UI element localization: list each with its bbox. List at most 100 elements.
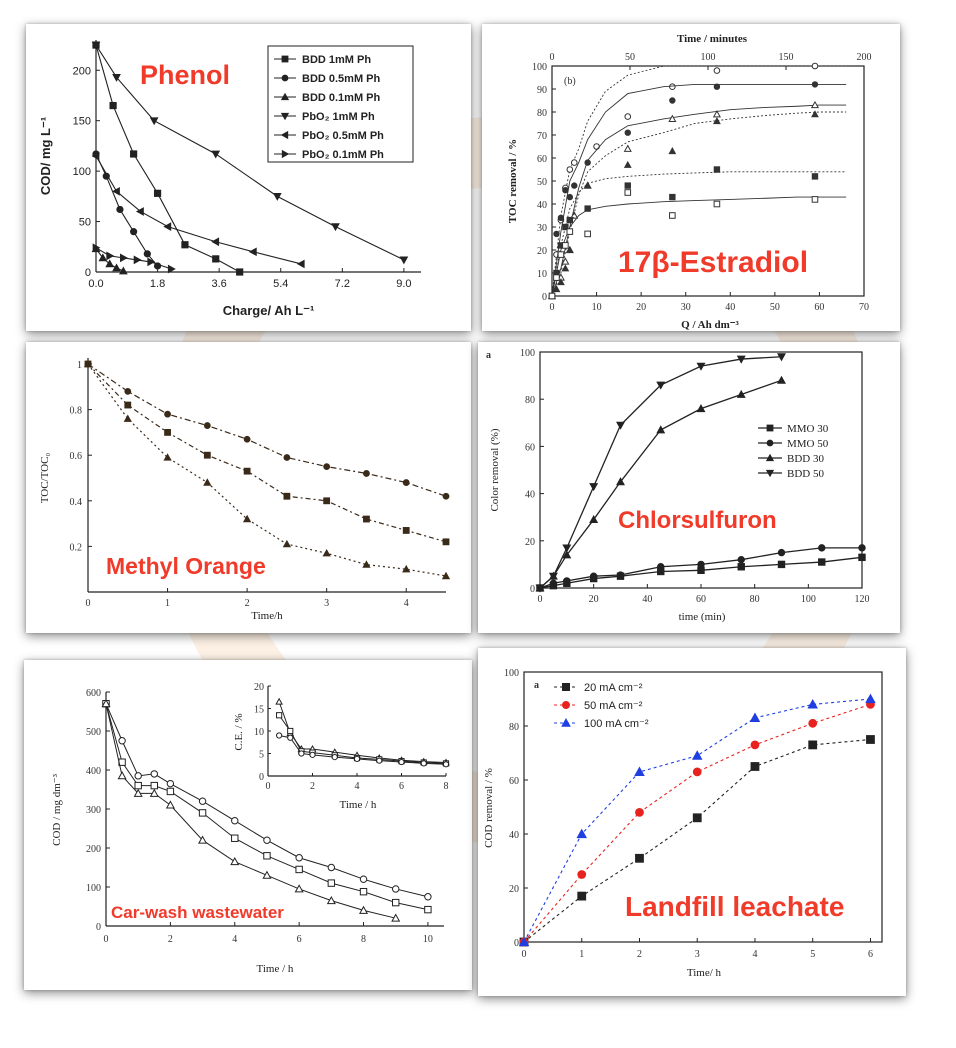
phenol-series-4-line xyxy=(95,155,302,265)
chlorsulfuron-series-2-line xyxy=(539,379,782,589)
phenol-series-1-point xyxy=(116,205,124,214)
chlorsulfuron-series-3-point xyxy=(548,572,558,581)
estradiol-series-5-point xyxy=(713,200,721,208)
carwash-series-0-point xyxy=(392,885,400,893)
estradiol-top-tick-label: 200 xyxy=(857,52,872,63)
methyl-orange-x-tick-label: 0 xyxy=(86,598,91,609)
chlorsulfuron-legend-marker xyxy=(765,453,775,462)
estradiol-top-tick-label: 50 xyxy=(625,52,635,63)
estradiol-series-3-point xyxy=(561,264,570,272)
landfill-series-2-point xyxy=(691,750,703,760)
methyl-orange-series-2-point xyxy=(163,453,172,461)
methyl-orange-series-0-point xyxy=(363,470,370,477)
landfill-series-0-point xyxy=(635,853,644,863)
phenol-series-5-point xyxy=(106,251,115,261)
chlorsulfuron-y-axis-label: Color removal (%) xyxy=(489,428,501,511)
chlorsulfuron-series-0-point xyxy=(737,563,745,571)
methyl-orange-series-0-point xyxy=(323,463,331,470)
landfill-series-1-point xyxy=(808,718,818,728)
landfill-x-tick-label: 3 xyxy=(695,949,700,960)
phenol-series-5-point xyxy=(120,253,128,263)
methyl-orange-series-1-point xyxy=(243,467,251,475)
methyl-orange-x-tick-label: 3 xyxy=(324,598,329,609)
estradiol-series-4-point xyxy=(562,223,569,231)
landfill-y-tick-label: 20 xyxy=(509,884,519,895)
estradiol-x-axis-label: Q / Ah dm⁻³ xyxy=(681,319,739,331)
phenol-series-3-point xyxy=(272,193,282,201)
chlorsulfuron-y-tick-label: 40 xyxy=(525,490,535,501)
carwash-y-axis-label: COD / mg dm⁻³ xyxy=(51,773,63,845)
phenol-legend-marker xyxy=(281,74,289,82)
estradiol-series-3-point xyxy=(552,285,561,293)
estradiol-series-0-point xyxy=(570,159,578,166)
carwash-x-tick-label: 0 xyxy=(104,934,109,945)
estradiol-y-tick-label: 30 xyxy=(537,223,547,234)
carwash-y-tick-label: 600 xyxy=(86,688,101,699)
carwash-series-1-point xyxy=(150,781,158,790)
carwash-series-2-point xyxy=(358,905,369,914)
estradiol-top-tick-label: 100 xyxy=(701,52,716,63)
estradiol-x-tick-label: 10 xyxy=(592,302,602,313)
estradiol-series-1-point xyxy=(553,230,560,238)
estradiol-x-tick-label: 60 xyxy=(814,302,824,313)
estradiol-series-0-point xyxy=(811,62,819,70)
methyl-orange-series-1-point xyxy=(402,527,410,534)
carwash-series-0-point xyxy=(263,836,271,844)
landfill-series-2-point xyxy=(807,698,818,709)
phenol-x-tick-label: 0.0 xyxy=(88,278,103,290)
chlorsulfuron-x-tick-label: 0 xyxy=(538,594,543,605)
phenol-legend-label: PbO₂ 0.5mM Ph xyxy=(302,130,384,142)
estradiol-series-1-point xyxy=(571,182,578,189)
carwash-series-0-line xyxy=(105,703,429,898)
estradiol-series-1-point xyxy=(562,186,569,194)
phenol-series-0-point xyxy=(109,101,117,110)
estradiol-series-5-point xyxy=(562,242,569,249)
estradiol-series-1-point xyxy=(713,83,721,90)
chlorsulfuron-chart: Chlorsulfuron 0 20 40 60 80 100 120 0 20 40 60 80 10… xyxy=(486,348,870,623)
carwash-inset-series-2-point xyxy=(298,750,305,757)
methyl-orange-x-axis-label: Time/h xyxy=(251,610,283,622)
landfill-series-1-point xyxy=(635,807,644,817)
phenol-legend-marker xyxy=(281,149,290,159)
chlorsulfuron-series-2-point xyxy=(736,389,746,398)
chlorsulfuron-x-axis-label: time (min) xyxy=(679,611,726,623)
carwash-series-0-point xyxy=(231,817,239,825)
chlorsulfuron-legend-label: MMO 50 xyxy=(787,438,829,450)
landfill-series-0-point xyxy=(692,813,702,823)
chlorsulfuron-series-0-point xyxy=(818,558,826,566)
estradiol-series-4-point xyxy=(584,205,591,212)
chlorsulfuron-series-1-point xyxy=(818,544,826,552)
estradiol-y-tick-label: 0 xyxy=(542,292,547,303)
landfill-series-0-point xyxy=(808,740,818,750)
chlorsulfuron-chart-panel: Chlorsulfuron 0 20 40 60 80 100 120 0 20 40 60 80 10… xyxy=(478,342,900,633)
phenol-series-0-point xyxy=(153,189,162,197)
carwash-series-0-point xyxy=(359,875,368,883)
landfill-series-2-point xyxy=(576,828,588,839)
landfill-x-tick-label: 4 xyxy=(752,949,757,960)
landfill-legend-marker xyxy=(562,683,571,692)
chlorsulfuron-series-1-point xyxy=(563,577,571,585)
carwash-inset-series-2-point xyxy=(398,758,405,766)
estradiol-series-1-point xyxy=(669,97,676,104)
carwash-series-1-point xyxy=(134,781,142,790)
estradiol-series-3-point xyxy=(623,160,632,168)
estradiol-series-1-point xyxy=(566,193,574,201)
carwash-chart: Car-wash wastewater 0 2 4 6 8 100100200300400… xyxy=(51,682,450,975)
methyl-orange-chart-label: Methyl Orange xyxy=(106,553,266,579)
estradiol-panel-tag: (b) xyxy=(564,76,576,87)
chlorsulfuron-series-2-point xyxy=(616,477,625,486)
estradiol-top-axis-label: Time / minutes xyxy=(677,33,748,45)
chlorsulfuron-chart-label: Chlorsulfuron xyxy=(618,507,777,534)
chlorsulfuron-y-tick-label: 100 xyxy=(520,348,535,359)
phenol-series-0-point xyxy=(236,268,244,276)
landfill-x-tick-label: 2 xyxy=(637,949,642,960)
estradiol-y-tick-label: 10 xyxy=(537,269,547,280)
estradiol-x-tick-label: 0 xyxy=(550,302,555,313)
carwash-series-0-point xyxy=(134,772,142,780)
carwash-series-2-line xyxy=(105,703,396,919)
carwash-series-2-point xyxy=(230,856,240,866)
carwash-series-1-point xyxy=(263,852,271,860)
landfill-y-tick-label: 40 xyxy=(509,830,519,841)
methyl-orange-series-1-point xyxy=(283,492,291,500)
methyl-orange-series-0-point xyxy=(283,454,291,461)
